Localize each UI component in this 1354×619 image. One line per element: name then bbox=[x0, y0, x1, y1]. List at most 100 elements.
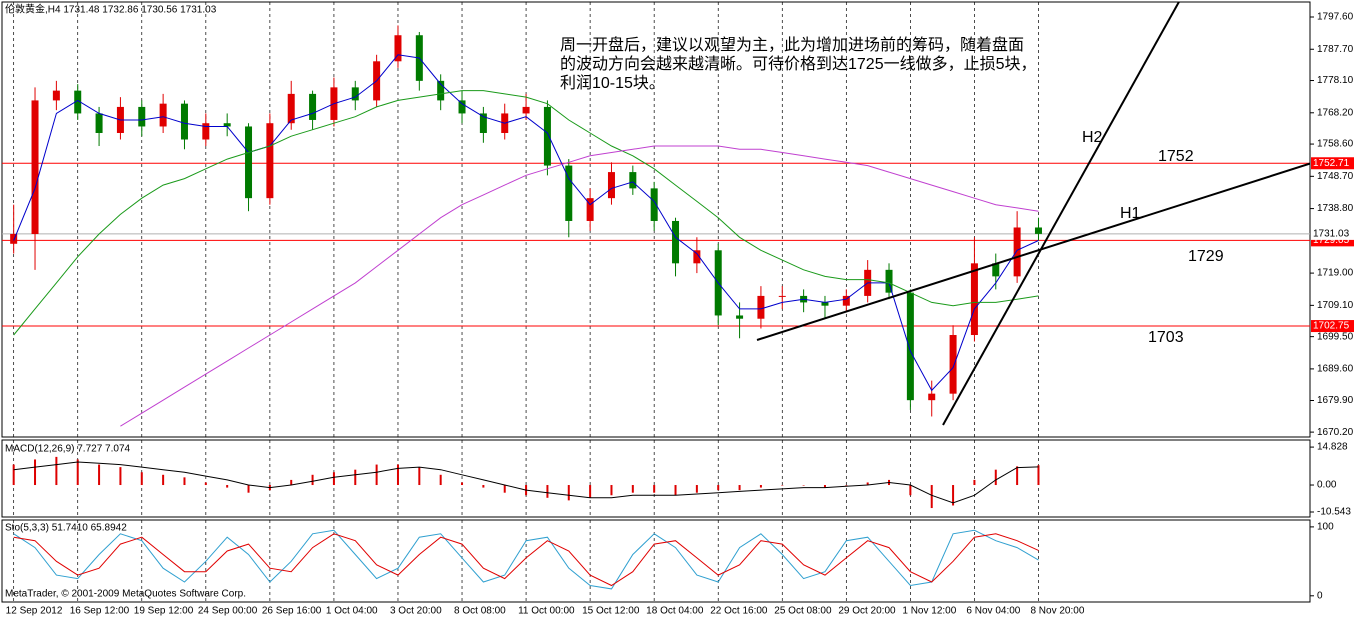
y-tick-label: 1679.90 bbox=[1317, 395, 1354, 406]
x-tick-label: 24 Sep 00:00 bbox=[198, 606, 258, 617]
moving-average bbox=[120, 145, 1039, 427]
candle-body bbox=[394, 35, 402, 62]
macd-bar bbox=[674, 485, 677, 496]
candle-body bbox=[693, 250, 701, 264]
trendline-h2 bbox=[942, 2, 1181, 426]
candle-body bbox=[31, 100, 39, 234]
candle-body bbox=[928, 393, 936, 401]
candle-body bbox=[74, 90, 82, 114]
macd-bar bbox=[332, 472, 335, 486]
macd-bar bbox=[845, 485, 848, 486]
trendline-h1 bbox=[756, 162, 1310, 341]
macd-bar bbox=[76, 459, 79, 486]
macd-bar bbox=[482, 485, 485, 488]
candle-body bbox=[479, 113, 487, 133]
macd-bar bbox=[567, 485, 570, 501]
candle-body bbox=[52, 90, 60, 101]
macd-bar bbox=[823, 485, 826, 488]
y-tick-label: 100 bbox=[1317, 522, 1334, 533]
moving-average bbox=[13, 90, 1039, 336]
candle-body bbox=[629, 172, 637, 189]
macd-pane bbox=[1, 439, 1311, 518]
y-tick-label: 1670.20 bbox=[1317, 427, 1354, 438]
candle-body bbox=[287, 93, 295, 124]
level-tag-label: 1752.71 bbox=[1313, 158, 1350, 169]
macd-bar bbox=[866, 482, 869, 486]
macd-bar bbox=[418, 467, 421, 486]
level-label: 1703 bbox=[1148, 329, 1184, 346]
candle-body bbox=[821, 302, 829, 306]
candle-body bbox=[245, 126, 253, 199]
stoch-line bbox=[13, 533, 1039, 587]
level-label: 1752 bbox=[1158, 148, 1194, 165]
candle-body bbox=[992, 263, 1000, 277]
y-tick-label: 1748.70 bbox=[1317, 171, 1354, 182]
candle-body bbox=[522, 106, 530, 114]
y-tick-label: 1768.20 bbox=[1317, 107, 1354, 118]
macd-bar bbox=[610, 485, 613, 496]
candle-body bbox=[565, 165, 573, 221]
candle-body bbox=[95, 113, 103, 133]
annotation: 利润10-15块。 bbox=[560, 74, 665, 92]
x-tick-label: 12 Sep 2012 bbox=[6, 606, 63, 617]
y-tick-label: 1778.10 bbox=[1317, 75, 1354, 86]
current-tag bbox=[1311, 227, 1354, 240]
candle-body bbox=[180, 103, 188, 140]
candle-body bbox=[159, 103, 167, 127]
moving-average bbox=[13, 54, 1039, 392]
macd-bar bbox=[119, 467, 122, 486]
y-tick-label: 1797.60 bbox=[1317, 12, 1354, 23]
macd-bar bbox=[375, 464, 378, 486]
x-tick-label: 8 Nov 20:00 bbox=[1030, 606, 1084, 617]
annotation: 的波动方向会越来越清晰。可待价格到达1725一线做多，止损5块， bbox=[560, 55, 1037, 73]
x-tick-label: 1 Oct 04:00 bbox=[326, 606, 378, 617]
y-tick-label: 14.828 bbox=[1317, 442, 1348, 453]
level-tag bbox=[1311, 320, 1354, 333]
candle-body bbox=[778, 295, 786, 297]
y-tick-label: 1787.70 bbox=[1317, 44, 1354, 55]
x-tick-label: 3 Oct 20:00 bbox=[390, 606, 442, 617]
candle-body bbox=[266, 123, 274, 199]
macd-bar bbox=[738, 485, 741, 491]
macd-bar bbox=[311, 474, 314, 486]
x-tick-label: 1 Nov 12:00 bbox=[902, 606, 956, 617]
x-tick-label: 22 Oct 16:00 bbox=[710, 606, 768, 617]
candle-body bbox=[842, 295, 850, 306]
macd-bar bbox=[247, 485, 250, 493]
y-tick-label: 1709.10 bbox=[1317, 300, 1354, 311]
y-tick-label: 1758.60 bbox=[1317, 139, 1354, 150]
candle-body bbox=[736, 315, 744, 319]
line-label: H2 bbox=[1082, 129, 1103, 146]
candle-body bbox=[949, 335, 957, 394]
candle-body bbox=[138, 106, 146, 127]
macd-bar bbox=[994, 469, 997, 486]
macd-bar bbox=[631, 485, 634, 493]
main-pane bbox=[1, 1, 1311, 438]
macd-bar bbox=[930, 485, 933, 509]
macd-bar bbox=[802, 485, 805, 486]
macd-bar bbox=[973, 479, 976, 486]
macd-bar bbox=[204, 482, 207, 486]
candle-body bbox=[1034, 227, 1042, 234]
macd-bar bbox=[717, 485, 720, 491]
macd-bar bbox=[653, 485, 656, 493]
y-tick-label: 0.00 bbox=[1317, 480, 1337, 491]
x-tick-label: 25 Oct 08:00 bbox=[774, 606, 832, 617]
x-tick-label: 26 Sep 16:00 bbox=[262, 606, 322, 617]
candle-body bbox=[586, 198, 594, 221]
candle-body bbox=[458, 100, 466, 114]
trendlines bbox=[756, 2, 1310, 426]
chart-title: 伦敦黄金,H4 1731.48 1732.86 1730.56 1731.03 bbox=[5, 3, 217, 16]
macd-bar bbox=[461, 482, 464, 486]
macd-bar bbox=[12, 464, 15, 486]
macd-bar bbox=[162, 474, 165, 486]
macd-bar bbox=[695, 485, 698, 493]
y-tick-label: -10.543 bbox=[1317, 507, 1351, 518]
candle-body bbox=[970, 263, 978, 336]
annotation: 周一开盘后，建议以观望为主，此为增加进场前的筹码，随着盘面 bbox=[560, 35, 1024, 54]
candle-body bbox=[607, 172, 615, 199]
y-tick-label: 1699.50 bbox=[1317, 331, 1354, 342]
x-tick-label: 6 Nov 04:00 bbox=[966, 606, 1020, 617]
